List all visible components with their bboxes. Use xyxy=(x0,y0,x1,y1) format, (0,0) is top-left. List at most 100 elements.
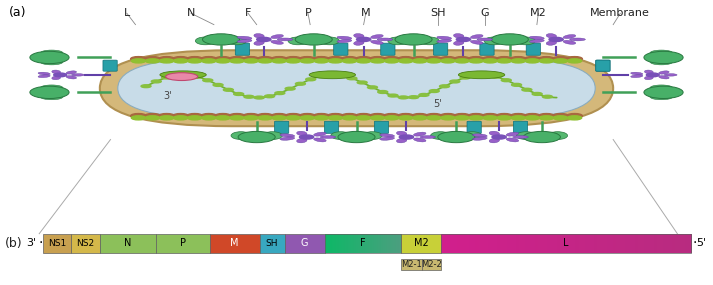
Ellipse shape xyxy=(40,50,63,56)
Circle shape xyxy=(202,79,212,82)
Circle shape xyxy=(356,57,371,61)
Circle shape xyxy=(342,57,357,61)
Ellipse shape xyxy=(453,41,464,45)
Bar xyxy=(327,234,329,253)
Circle shape xyxy=(130,57,146,61)
Circle shape xyxy=(285,87,295,90)
Ellipse shape xyxy=(396,131,407,136)
Bar xyxy=(582,234,585,253)
Ellipse shape xyxy=(71,74,84,76)
Bar xyxy=(679,234,682,253)
Ellipse shape xyxy=(354,34,364,38)
Circle shape xyxy=(337,74,347,77)
Bar xyxy=(466,234,470,253)
Circle shape xyxy=(471,74,481,77)
Text: M: M xyxy=(361,8,371,18)
Ellipse shape xyxy=(659,76,670,79)
Bar xyxy=(578,234,583,253)
Bar xyxy=(451,234,454,253)
Circle shape xyxy=(188,116,202,120)
Circle shape xyxy=(647,73,660,77)
Ellipse shape xyxy=(484,37,504,45)
Circle shape xyxy=(257,37,271,42)
Bar xyxy=(378,234,380,253)
Circle shape xyxy=(511,59,525,63)
Bar xyxy=(349,234,351,253)
Circle shape xyxy=(258,59,272,63)
Circle shape xyxy=(356,37,371,42)
Ellipse shape xyxy=(631,75,643,78)
Bar xyxy=(613,234,617,253)
Bar xyxy=(569,234,573,253)
Circle shape xyxy=(496,113,512,118)
Text: L: L xyxy=(124,8,130,18)
Bar xyxy=(342,234,344,253)
Circle shape xyxy=(356,113,371,118)
Circle shape xyxy=(468,113,484,118)
Ellipse shape xyxy=(195,37,215,45)
Text: 5': 5' xyxy=(696,238,706,248)
Bar xyxy=(377,234,379,253)
Circle shape xyxy=(497,116,511,120)
Bar xyxy=(629,234,632,253)
Circle shape xyxy=(131,116,145,120)
Ellipse shape xyxy=(546,34,557,38)
Circle shape xyxy=(299,113,315,118)
Circle shape xyxy=(439,85,449,88)
Bar xyxy=(553,234,557,253)
Bar xyxy=(472,234,476,253)
Circle shape xyxy=(53,73,66,77)
Bar xyxy=(663,234,667,253)
Ellipse shape xyxy=(38,75,50,78)
Circle shape xyxy=(229,113,245,118)
Ellipse shape xyxy=(438,131,475,143)
Ellipse shape xyxy=(280,137,294,140)
Text: NS2: NS2 xyxy=(76,239,95,248)
Bar xyxy=(457,234,461,253)
Bar xyxy=(369,234,371,253)
Text: N: N xyxy=(124,238,132,248)
Circle shape xyxy=(553,59,568,63)
Bar xyxy=(368,234,370,253)
Bar xyxy=(373,234,375,253)
Bar xyxy=(374,234,376,253)
FancyBboxPatch shape xyxy=(480,43,494,55)
FancyBboxPatch shape xyxy=(526,43,540,55)
Circle shape xyxy=(299,57,315,61)
Circle shape xyxy=(525,113,540,118)
Circle shape xyxy=(440,113,456,118)
Text: Membrane: Membrane xyxy=(590,8,650,18)
Bar xyxy=(548,234,551,253)
Circle shape xyxy=(549,37,563,42)
Bar xyxy=(591,234,595,253)
Bar xyxy=(336,234,338,253)
Circle shape xyxy=(567,57,583,61)
Circle shape xyxy=(483,59,497,63)
Circle shape xyxy=(314,116,329,120)
Circle shape xyxy=(272,116,286,120)
Bar xyxy=(376,234,377,253)
Bar xyxy=(384,234,386,253)
Bar xyxy=(654,234,657,253)
Bar xyxy=(389,234,390,253)
Circle shape xyxy=(285,113,301,118)
Ellipse shape xyxy=(548,132,568,139)
Ellipse shape xyxy=(320,136,336,139)
Bar xyxy=(397,234,399,253)
Circle shape xyxy=(441,59,455,63)
Bar xyxy=(573,234,576,253)
Circle shape xyxy=(145,59,160,63)
Bar xyxy=(284,234,324,253)
Circle shape xyxy=(412,57,428,61)
Ellipse shape xyxy=(160,71,206,79)
Circle shape xyxy=(328,59,342,63)
Bar xyxy=(210,234,260,253)
Circle shape xyxy=(553,116,568,120)
Circle shape xyxy=(497,59,511,63)
Ellipse shape xyxy=(515,37,535,45)
Circle shape xyxy=(272,59,286,63)
Circle shape xyxy=(257,113,273,118)
Bar xyxy=(396,234,398,253)
Bar xyxy=(494,234,498,253)
Bar xyxy=(503,234,507,253)
